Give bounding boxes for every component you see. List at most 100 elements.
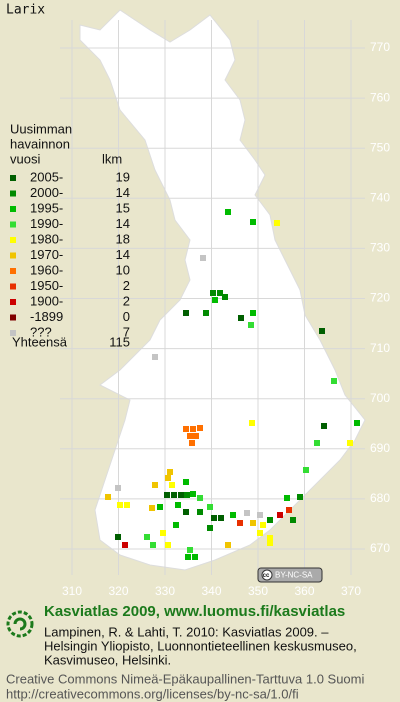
legend-label: 1990- xyxy=(30,216,63,231)
legend-header: havainnon xyxy=(10,136,70,151)
record-square xyxy=(192,554,198,560)
x-tick-label: 320 xyxy=(108,584,128,598)
record-square xyxy=(217,290,223,296)
legend-label: -1899 xyxy=(30,309,63,324)
x-tick-label: 360 xyxy=(294,584,314,598)
record-square xyxy=(152,482,158,488)
legend-label: 2000- xyxy=(30,185,63,200)
record-square xyxy=(244,510,250,516)
record-square xyxy=(274,220,280,226)
y-tick-label: 770 xyxy=(370,40,390,54)
record-square xyxy=(248,322,254,328)
legend-count: 15 xyxy=(116,200,130,215)
record-square xyxy=(178,492,184,498)
record-square xyxy=(122,542,128,548)
legend-label: 1995- xyxy=(30,200,63,215)
record-square xyxy=(267,535,273,541)
record-square xyxy=(183,426,189,432)
record-square xyxy=(150,542,156,548)
y-tick-label: 750 xyxy=(370,140,390,154)
legend-label: 2005- xyxy=(30,169,63,184)
legend-count: 2 xyxy=(123,278,130,293)
record-square xyxy=(225,542,231,548)
record-square xyxy=(290,517,296,523)
record-square xyxy=(183,479,189,485)
cc-badge: cc BY-NC-SA xyxy=(257,567,323,583)
record-square xyxy=(297,494,303,500)
legend-swatch xyxy=(10,283,16,290)
record-square xyxy=(193,433,199,439)
y-tick-label: 760 xyxy=(370,90,390,104)
record-square xyxy=(183,509,189,515)
record-square xyxy=(211,515,217,521)
record-square xyxy=(171,492,177,498)
record-square xyxy=(260,522,266,528)
record-square xyxy=(157,504,163,510)
record-square xyxy=(187,547,193,553)
y-tick-label: 720 xyxy=(370,291,390,305)
record-square xyxy=(303,467,309,473)
footer-heading: Kasviatlas 2009, www.luomus.fi/kasviatla… xyxy=(44,603,345,620)
svg-text:cc: cc xyxy=(263,573,270,579)
record-square xyxy=(203,310,209,316)
record-square xyxy=(149,505,155,511)
record-square xyxy=(207,504,213,510)
record-square xyxy=(230,512,236,518)
legend-swatch xyxy=(10,330,16,336)
x-tick-label: 330 xyxy=(155,584,175,598)
legend-count: 7 xyxy=(123,324,130,339)
legend-count: 14 xyxy=(116,216,130,231)
legend-count-header: lkm xyxy=(102,151,122,166)
record-square xyxy=(238,315,244,321)
x-tick-label: 340 xyxy=(201,584,221,598)
record-square xyxy=(187,433,193,439)
legend-count: 14 xyxy=(116,185,130,200)
record-square xyxy=(183,310,189,316)
record-square xyxy=(222,294,228,300)
y-tick-label: 710 xyxy=(370,341,390,355)
legend-swatch xyxy=(10,190,16,197)
legend-swatch xyxy=(10,252,16,259)
record-square xyxy=(152,354,158,360)
y-tick-label: 740 xyxy=(370,190,390,204)
license-line: Creative Commons Nimeä-Epäkaupallinen-Ta… xyxy=(6,671,364,686)
record-square xyxy=(225,209,231,215)
citation-line: Helsingin Yliopisto, Luonnontieteellinen… xyxy=(44,638,357,653)
x-tick-label: 310 xyxy=(62,584,82,598)
legend-swatch xyxy=(10,299,16,305)
record-square xyxy=(319,328,325,334)
record-square xyxy=(250,219,256,225)
record-square xyxy=(105,494,111,500)
legend-count: 10 xyxy=(116,262,130,277)
record-square xyxy=(160,530,166,536)
record-square xyxy=(190,491,196,497)
record-square xyxy=(257,512,263,518)
x-tick-label: 350 xyxy=(248,584,268,598)
record-square xyxy=(167,469,173,475)
legend-total-label: Yhteensä xyxy=(12,334,68,349)
legend-count: 14 xyxy=(116,247,130,262)
map-title: Larix xyxy=(6,3,45,18)
legend-count: 2 xyxy=(123,293,130,308)
record-square xyxy=(185,554,191,560)
record-square xyxy=(117,502,123,508)
y-tick-label: 670 xyxy=(370,541,390,555)
record-square xyxy=(115,534,121,540)
legend-label: 1970- xyxy=(30,247,63,262)
legend-swatch xyxy=(10,268,16,274)
record-square xyxy=(169,482,175,488)
record-square xyxy=(284,495,290,501)
legend-swatch xyxy=(10,175,16,181)
record-square xyxy=(184,492,190,498)
legend-swatch xyxy=(10,206,16,212)
license-line: http://creativecommons.org/licenses/by-n… xyxy=(6,686,299,701)
logo xyxy=(6,610,34,638)
y-tick-label: 700 xyxy=(370,391,390,405)
record-square xyxy=(165,542,171,548)
legend-swatch xyxy=(10,314,16,321)
legend-label: 1960- xyxy=(30,262,63,277)
record-square xyxy=(321,423,327,429)
record-square xyxy=(190,426,196,432)
record-square xyxy=(354,420,360,426)
